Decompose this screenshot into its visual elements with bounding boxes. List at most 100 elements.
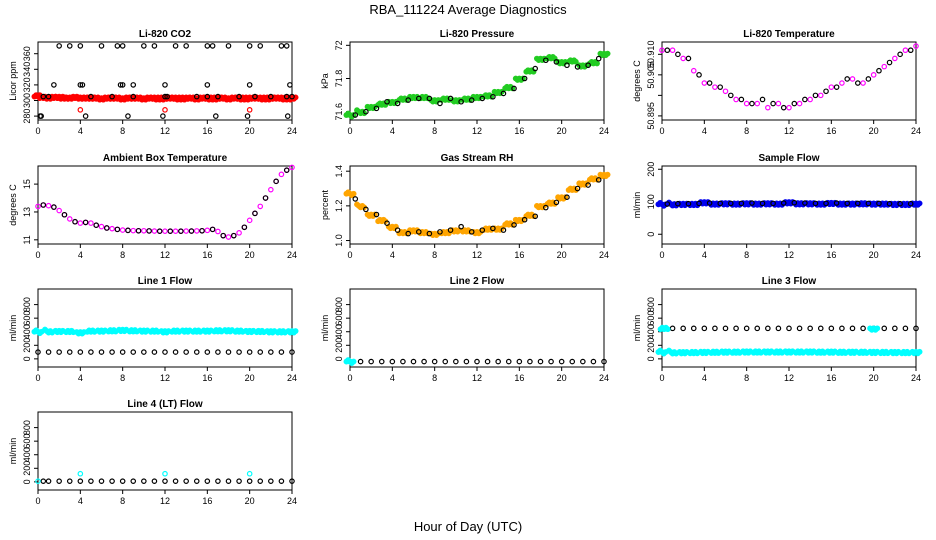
data-point — [193, 93, 200, 100]
x-tick-label: 16 — [514, 250, 524, 260]
data-point — [257, 43, 264, 49]
x-tick-label: 16 — [202, 496, 212, 506]
x-tick-label: 20 — [557, 250, 567, 260]
data-point — [749, 100, 755, 107]
data-point — [257, 349, 264, 355]
data-point — [130, 478, 137, 484]
data-point — [77, 82, 84, 88]
data-point — [907, 200, 914, 207]
data-point — [468, 229, 475, 235]
data-point — [378, 358, 385, 365]
y-tick-label: 71.6 — [334, 103, 344, 121]
data-point — [680, 325, 686, 332]
data-point — [125, 227, 131, 234]
panel-title: Li-820 CO2 — [139, 29, 192, 40]
y-tick-label: 0 — [22, 479, 32, 484]
data-point — [160, 113, 166, 119]
data-point — [394, 227, 401, 233]
x-tick-label: 12 — [160, 373, 170, 383]
data-point — [35, 478, 41, 484]
data-point — [204, 82, 211, 88]
data-point — [775, 100, 782, 107]
data-point — [521, 75, 528, 82]
x-tick-label: 12 — [160, 250, 170, 260]
data-point — [172, 228, 179, 234]
plot-frame — [349, 41, 605, 121]
data-point — [458, 98, 464, 105]
x-tick-label: 24 — [287, 373, 297, 383]
data-point — [204, 227, 211, 234]
data-point — [77, 478, 84, 484]
data-point — [289, 93, 295, 100]
data-point — [733, 96, 739, 103]
data-point — [373, 105, 380, 112]
data-point — [130, 227, 137, 234]
series-other-lines — [347, 358, 607, 365]
data-point — [162, 82, 168, 88]
data-point — [162, 478, 168, 484]
x-tick-label: 24 — [287, 126, 297, 136]
data-point — [162, 93, 168, 100]
data-point — [817, 92, 824, 99]
data-point — [77, 349, 84, 355]
y-tick-label: 200 — [22, 461, 32, 476]
data-point — [246, 82, 253, 88]
data-point — [292, 328, 299, 334]
y-tick-label: 72 — [334, 40, 344, 50]
data-point — [236, 478, 242, 484]
x-tick-label: 4 — [78, 126, 83, 136]
x-tick-label: 4 — [702, 126, 707, 136]
data-point — [765, 104, 771, 111]
y-tick-label: 50.905 — [646, 61, 656, 89]
data-point — [553, 199, 560, 206]
data-point — [117, 82, 124, 88]
data-point — [542, 204, 549, 211]
data-point — [130, 93, 137, 100]
data-point — [215, 93, 221, 100]
data-point — [447, 227, 454, 233]
data-point — [151, 349, 158, 355]
plot-frame — [37, 411, 293, 491]
data-point — [167, 228, 174, 234]
x-tick-label: 20 — [869, 373, 879, 383]
data-point — [907, 47, 914, 54]
data-point — [405, 230, 412, 237]
x-tick-label: 12 — [472, 250, 482, 260]
data-point — [66, 349, 73, 355]
data-point — [257, 203, 264, 210]
data-point — [865, 76, 872, 82]
data-point — [204, 478, 211, 484]
data-point — [225, 478, 232, 484]
data-point — [119, 478, 126, 484]
data-point — [40, 478, 47, 484]
data-point — [389, 358, 396, 365]
data-point — [151, 478, 158, 484]
data-point — [664, 326, 671, 333]
data-point — [511, 222, 517, 228]
data-point — [88, 220, 94, 226]
data-point — [712, 84, 718, 90]
data-point — [72, 218, 78, 225]
x-tick-label: 16 — [202, 126, 212, 136]
data-point — [278, 349, 285, 355]
data-point — [727, 200, 734, 207]
data-point — [283, 167, 290, 173]
data-point — [696, 200, 702, 207]
data-point — [886, 59, 893, 66]
panel-title: Sample Flow — [758, 153, 819, 164]
data-point — [780, 200, 787, 206]
data-point — [66, 216, 73, 222]
data-point — [595, 55, 602, 62]
y-tick-label: 100 — [646, 194, 656, 209]
data-point — [664, 201, 671, 207]
data-point — [119, 227, 126, 233]
data-point — [738, 200, 745, 207]
series-detail — [659, 43, 919, 111]
data-point — [849, 325, 856, 332]
y-axis-label: ml/min — [632, 315, 642, 342]
y-tick-label: 200 — [646, 338, 656, 353]
data-point — [225, 234, 232, 240]
series-detail — [343, 50, 611, 120]
series-averages — [352, 55, 602, 118]
